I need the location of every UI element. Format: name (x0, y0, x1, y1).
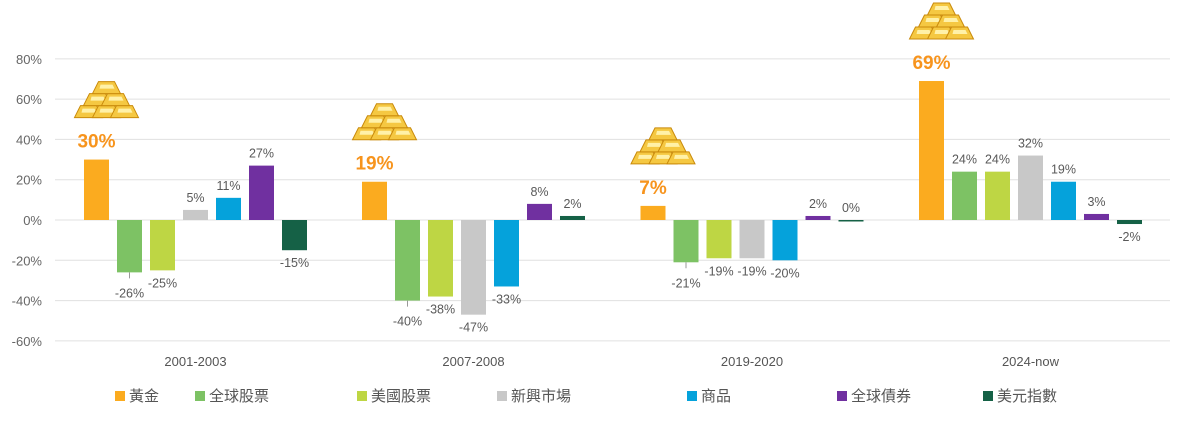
bar (673, 220, 699, 263)
bar (706, 220, 732, 259)
legend-label: 美國股票 (371, 388, 432, 405)
y-tick-label: 0% (23, 213, 42, 228)
data-label: 8% (530, 185, 548, 199)
x-tick-label: 2007-2008 (442, 354, 504, 369)
bar (838, 220, 864, 222)
legend-label: 商品 (701, 388, 732, 405)
y-tick-label: 60% (16, 92, 42, 107)
bar (428, 220, 453, 297)
bar (150, 220, 175, 271)
data-label: 24% (985, 153, 1010, 167)
legend-item: 全球股票 (195, 385, 269, 406)
legend-label: 全球股票 (209, 388, 270, 405)
data-label: -20% (770, 266, 799, 280)
legend-swatch (115, 390, 125, 401)
bar (282, 220, 307, 251)
legend-item: 全球債券 (837, 385, 911, 406)
bar (560, 215, 585, 220)
y-tick-label: -40% (12, 294, 43, 309)
bar (527, 203, 552, 220)
data-label: -15% (280, 256, 309, 270)
bar (183, 209, 208, 220)
data-label: 19% (355, 154, 393, 175)
bar (772, 220, 798, 261)
legend-swatch (687, 390, 697, 401)
data-label: 3% (1087, 195, 1105, 209)
x-tick-label: 2019-2020 (721, 354, 783, 369)
legend-label: 全球債券 (851, 388, 912, 405)
legend-item: 美國股票 (357, 385, 431, 406)
bar (1117, 220, 1142, 225)
x-tick-label: 2024-now (1002, 354, 1060, 369)
bar (494, 220, 519, 287)
data-label: 7% (639, 178, 667, 199)
bar (117, 220, 142, 273)
data-label: 32% (1018, 137, 1043, 151)
bar (395, 220, 420, 301)
data-label: 2% (809, 197, 827, 211)
legend-label: 黃金 (129, 388, 160, 405)
bar (216, 197, 241, 220)
legend-swatch (983, 390, 993, 401)
data-label: -38% (426, 303, 455, 317)
y-tick-label: 20% (16, 173, 42, 188)
y-tick-label: -60% (12, 334, 43, 349)
data-label: 11% (216, 179, 240, 193)
legend-swatch (357, 390, 367, 401)
gold-bars-icon (73, 81, 140, 119)
bar (985, 171, 1010, 220)
data-label: -33% (492, 292, 521, 306)
legend-swatch (497, 390, 507, 401)
gold-bars-icon (351, 103, 418, 141)
bar (84, 159, 109, 220)
gold-bars-icon (630, 127, 696, 165)
legend-item: 黃金 (115, 385, 159, 406)
legend-label: 新興市場 (511, 388, 572, 405)
bar (739, 220, 765, 259)
data-label: -25% (148, 276, 177, 290)
data-label: 19% (1051, 163, 1076, 177)
bar (362, 181, 387, 220)
bar (952, 171, 977, 220)
data-label: 2% (563, 197, 581, 211)
bar (919, 81, 944, 220)
bar (1018, 155, 1043, 220)
bar (1051, 181, 1076, 220)
data-label: -47% (459, 321, 488, 335)
data-label: -2% (1118, 230, 1140, 244)
data-label: -26% (115, 286, 144, 300)
data-label: 27% (249, 147, 274, 161)
y-tick-label: 40% (16, 132, 42, 147)
data-label: -19% (704, 264, 733, 278)
bar (249, 165, 274, 220)
bar (461, 220, 486, 315)
data-label: 5% (186, 191, 204, 205)
legend-item: 新興市場 (497, 385, 571, 406)
bar (1084, 213, 1109, 220)
legend-swatch (195, 390, 205, 401)
legend-item: 商品 (687, 385, 731, 406)
gold-bars-icon (908, 2, 975, 40)
legend-swatch (837, 390, 847, 401)
legend: 黃金 全球股票 美國股票 新興市場 商品 全球債券 美元指數 (0, 385, 1186, 407)
y-tick-label: 80% (16, 52, 42, 67)
data-label: 0% (842, 201, 860, 215)
legend-label: 美元指數 (997, 388, 1058, 405)
data-label: 24% (952, 153, 977, 167)
data-label: -40% (393, 315, 422, 329)
data-label: 69% (912, 53, 950, 74)
x-tick-label: 2001-2003 (164, 354, 226, 369)
y-tick-label: -20% (12, 253, 43, 268)
bar (640, 205, 666, 220)
data-label: -21% (671, 276, 700, 290)
data-label: 30% (77, 132, 115, 153)
legend-item: 美元指數 (983, 385, 1057, 406)
bar (805, 215, 831, 220)
data-label: -19% (737, 264, 766, 278)
